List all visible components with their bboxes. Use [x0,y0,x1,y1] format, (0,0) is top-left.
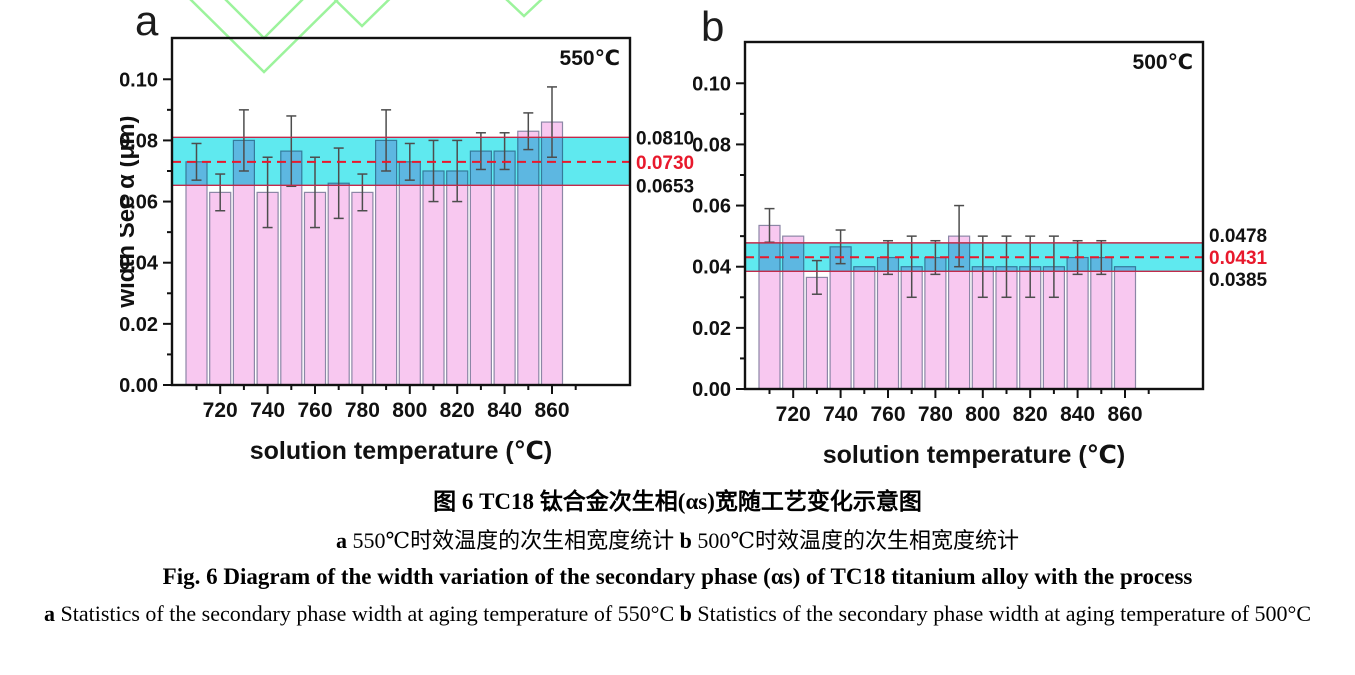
bar-840 [493,150,516,386]
caption-zh-sub-a-label: a [336,528,347,553]
band-high-label: 0.0478 [1209,226,1267,247]
bar-780 [351,191,374,386]
svg-text:860: 860 [534,399,569,422]
caption-zh-title: 图 6 TC18 钛合金次生相(αs)宽随工艺变化示意图 [433,489,922,514]
bar-780 [924,256,947,390]
svg-text:820: 820 [1013,403,1048,426]
bar-760 [876,256,900,390]
caption-en-sub-b-text: Statistics of the secondary phase width … [691,601,1312,626]
bar-710 [185,161,208,386]
svg-text:800: 800 [392,399,427,422]
bar-810 [422,170,445,386]
x-axis-title: solution temperature (℃) [250,437,553,465]
svg-text:840: 840 [1060,403,1095,426]
axis-tick-labels: 0.00 0.02 0.04 0.06 0.08 0.10 720 740 760 780 800 8… [120,69,570,422]
panel-label-a: a [135,0,159,44]
bar-820 [446,170,469,386]
watermark-chevron [189,0,339,74]
axis-ticks [163,78,577,394]
bar-830 [469,150,492,386]
figure-caption: 图 6 TC18 钛合金次生相(αs)宽随工艺变化示意图 a 550℃时效温度的… [0,482,1355,630]
axis-tick-labels: 0.00 0.02 0.04 0.06 0.08 0.10 720 740 760 780 800 8… [693,73,1143,426]
svg-text:820: 820 [440,399,475,422]
chart-a-550C: 0.00 0.02 0.04 0.06 0.08 0.10 720 740 760 780 800 8… [120,36,694,465]
svg-text:0.04: 0.04 [120,253,159,275]
caption-en-sub-a-text: Statistics of the secondary phase width … [54,601,680,626]
band-low-label: 0.0385 [1209,270,1268,291]
band-mean-label: 0.0431 [1209,248,1268,269]
plot-frame [743,40,1205,391]
aging-temp-annotation: 550℃ [560,47,620,70]
error-bars [764,204,1107,299]
caption-zh-sub-b-label: b [679,528,692,553]
svg-text:0.00: 0.00 [693,379,731,401]
band-low-label: 0.0653 [636,176,694,197]
svg-text:0.08: 0.08 [120,130,158,152]
band-high-label: 0.0810 [636,128,694,149]
bar-860 [1113,266,1137,390]
caption-en-title: Fig. 6 Diagram of the width variation of… [162,564,1193,589]
watermark-chevron [505,0,543,18]
caption-en-sub-b-label: b [679,601,692,626]
svg-text:860: 860 [1107,403,1142,426]
svg-text:0.10: 0.10 [693,73,731,95]
svg-text:0.06: 0.06 [693,196,731,218]
caption-zh-subtitle: a 550℃时效温度的次生相宽度统计 b 500℃时效温度的次生相宽度统计 [0,523,1355,555]
error-bars [191,86,557,229]
svg-text:760: 760 [297,399,332,422]
svg-text:0.00: 0.00 [120,375,158,397]
svg-text:0.02: 0.02 [120,314,158,336]
svg-text:740: 740 [250,399,285,422]
svg-text:0.10: 0.10 [120,69,158,91]
svg-text:0.02: 0.02 [693,318,731,340]
caption-zh-sub-b-text: 500℃时效温度的次生相宽度统计 [691,528,1019,553]
svg-text:760: 760 [870,403,905,426]
svg-text:0.08: 0.08 [693,134,731,156]
svg-text:800: 800 [965,403,1000,426]
svg-text:720: 720 [776,403,811,426]
band-mean-label: 0.0730 [636,153,694,174]
svg-text:740: 740 [823,403,858,426]
bars [185,121,564,386]
svg-text:780: 780 [345,399,380,422]
caption-en-subtitle: a Statistics of the secondary phase widt… [33,597,1323,630]
bar-850 [1090,256,1113,390]
bar-750 [853,266,876,390]
svg-text:780: 780 [918,403,953,426]
svg-text:720: 720 [203,399,238,422]
caption-en-sub-a-label: a [43,601,55,626]
svg-text:0.06: 0.06 [120,192,158,214]
chart-b-500C: 0.00 0.02 0.04 0.06 0.08 0.10 720 740 760 780 800 8… [693,40,1268,469]
bar-840 [1066,256,1089,390]
caption-zh-sub-a-text: 550℃时效温度的次生相宽度统计 [347,528,680,553]
bar-720 [209,191,232,386]
aging-temp-annotation: 500℃ [1133,51,1193,74]
svg-text:0.04: 0.04 [693,257,732,279]
bar-800 [398,161,421,386]
axis-ticks [736,82,1150,398]
panel-label-b: b [701,3,725,50]
watermark-chevron [333,0,391,28]
y-axis-title: width Sec α (μm) [120,115,140,308]
plot-frame [170,36,632,387]
x-axis-title: solution temperature (℃) [823,441,1126,469]
svg-text:840: 840 [487,399,522,422]
